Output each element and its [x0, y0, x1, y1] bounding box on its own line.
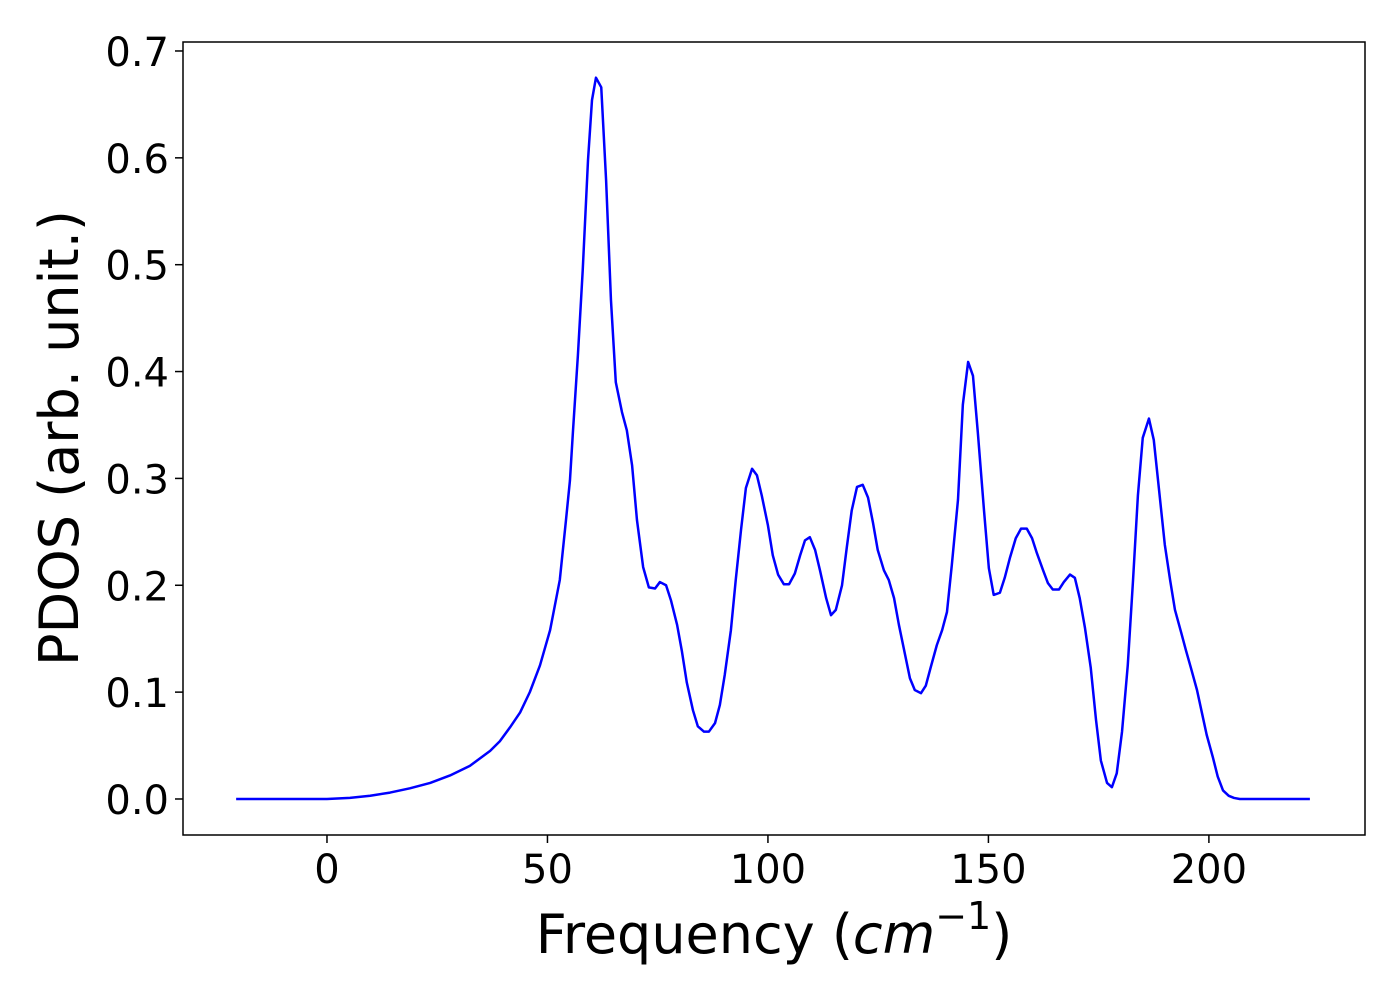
y-tick-label: 0.1: [105, 671, 169, 717]
x-axis-label: Frequency (cm−1): [536, 894, 1013, 966]
plot-frame: [182, 41, 1366, 836]
y-tick-label: 0.3: [105, 457, 169, 503]
y-tick-label: 0.7: [105, 30, 169, 76]
y-tick-label: 0.5: [105, 244, 169, 290]
x-tick-label: 50: [522, 847, 573, 893]
x-tick-label: 0: [314, 847, 339, 893]
y-tick-label: 0.2: [105, 564, 169, 610]
x-label-close: ): [991, 903, 1012, 966]
y-tick-label: 0.6: [105, 137, 169, 183]
y-tick-label: 0.0: [105, 778, 169, 824]
x-label-exponent: −1: [935, 894, 991, 938]
x-tick-label: 200: [1171, 847, 1247, 893]
x-tick-label: 100: [730, 847, 806, 893]
x-tick-label: 150: [950, 847, 1026, 893]
x-label-unit: cm: [853, 903, 935, 966]
y-tick-label: 0.4: [105, 351, 169, 397]
data-line: [236, 76, 1310, 801]
x-label-text: Frequency (: [536, 903, 853, 966]
y-axis-label: PDOS (arb. unit.): [28, 210, 91, 666]
